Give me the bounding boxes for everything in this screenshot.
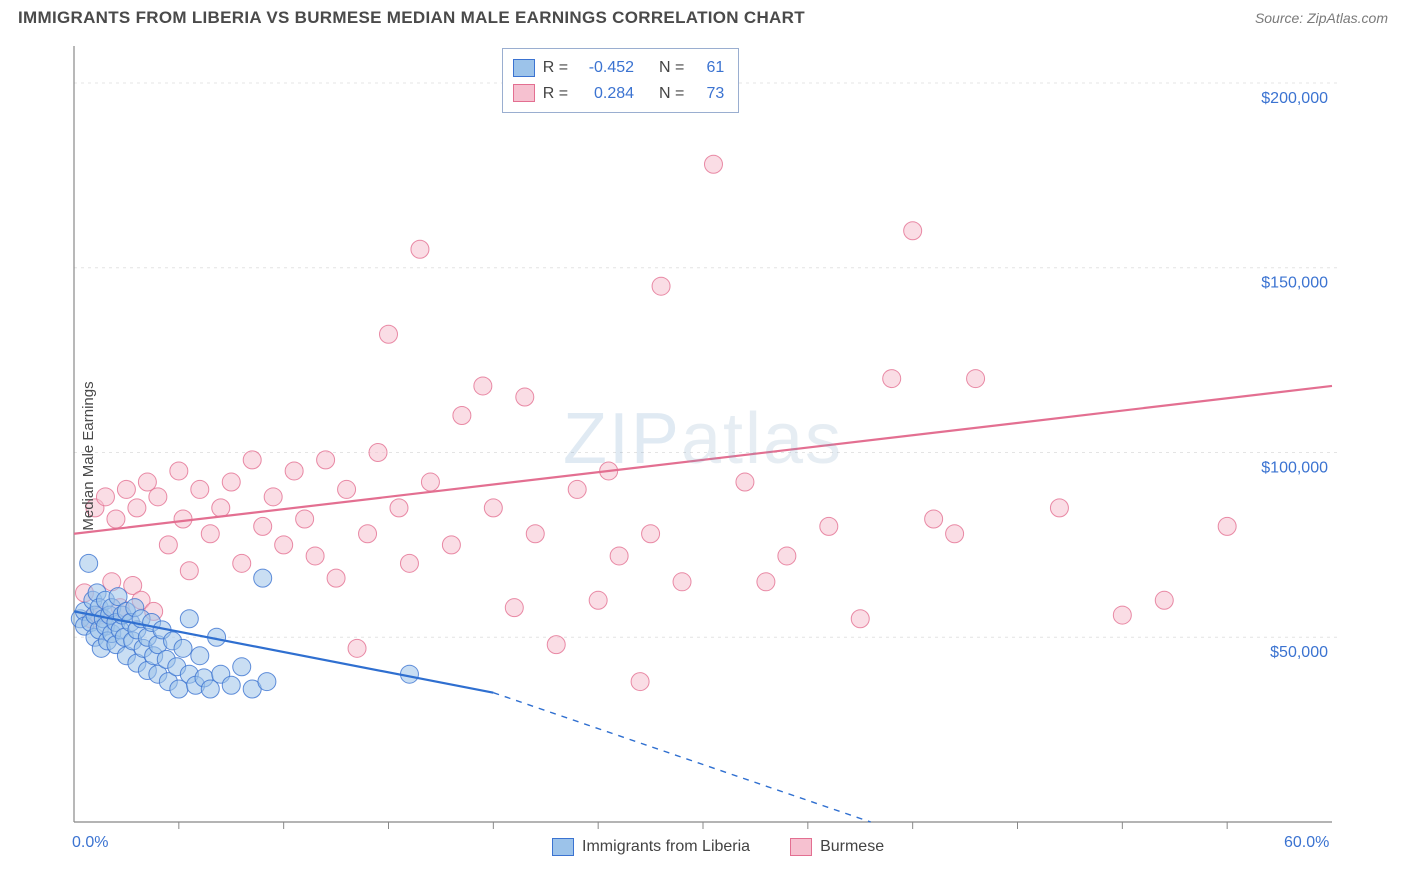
svg-text:$100,000: $100,000 [1261, 459, 1328, 476]
y-axis-label: Median Male Earnings [80, 381, 97, 530]
chart-container: Median Male Earnings $50,000 $100,000 $150… [18, 38, 1388, 874]
legend-item: Burmese [790, 834, 884, 860]
x-axis-max-label: 60.0% [1284, 834, 1329, 852]
svg-text:$200,000: $200,000 [1261, 90, 1328, 107]
scatter-plot: $50,000 $100,000 $150,000 $200,000 [18, 38, 1388, 872]
legend-item: Immigrants from Liberia [552, 834, 750, 860]
x-axis-min-label: 0.0% [72, 834, 108, 852]
chart-title: IMMIGRANTS FROM LIBERIA VS BURMESE MEDIA… [18, 8, 805, 28]
source-label: Source: ZipAtlas.com [1255, 10, 1388, 26]
stats-legend: R =-0.452 N =61R =0.284 N =73 [502, 48, 740, 113]
svg-text:$50,000: $50,000 [1270, 644, 1328, 661]
svg-text:$150,000: $150,000 [1261, 275, 1328, 292]
series-legend: Immigrants from Liberia Burmese [552, 834, 884, 860]
